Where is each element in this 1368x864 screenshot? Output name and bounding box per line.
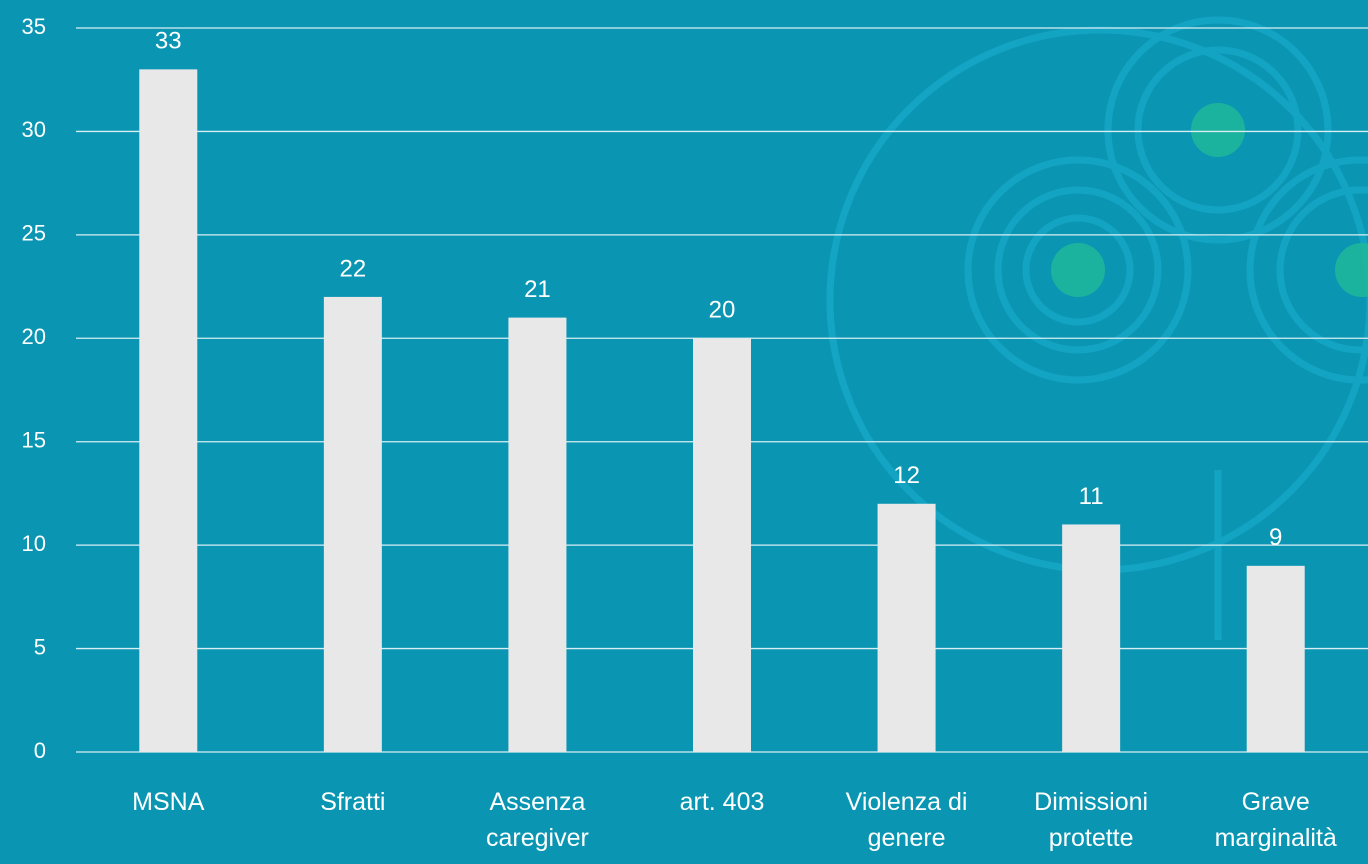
data-label: 9 [1269, 524, 1282, 551]
y-tick-label: 10 [22, 531, 46, 556]
x-tick-label: Grave marginalità [1187, 784, 1364, 856]
data-label: 20 [709, 297, 736, 324]
x-tick-label: Violenza di genere [818, 784, 995, 856]
data-label: 12 [893, 462, 920, 489]
x-tick-label: Sfratti [265, 784, 442, 820]
bar [324, 297, 382, 752]
bar [508, 318, 566, 752]
x-tick-label: Assenza caregiver [449, 784, 626, 856]
page: 0 5 10 15 20 25 30 35 33 22 21 20 12 11 9 MSNASfrattiA… [0, 0, 1368, 864]
y-tick-label: 25 [22, 221, 46, 246]
bar [139, 69, 197, 752]
data-label: 21 [524, 276, 551, 303]
data-label: 33 [155, 28, 182, 55]
y-tick-label: 0 [34, 738, 46, 763]
x-tick-label: art. 403 [634, 784, 811, 820]
x-tick-label: Dimissioni protette [1003, 784, 1180, 856]
bar [693, 338, 751, 752]
bar [1247, 566, 1305, 752]
y-tick-label: 30 [22, 117, 46, 142]
y-tick-label: 15 [22, 428, 46, 453]
x-tick-label: MSNA [80, 784, 257, 820]
data-label: 11 [1079, 483, 1104, 510]
y-tick-label: 5 [34, 634, 46, 659]
data-label: 22 [340, 255, 367, 282]
bar [878, 504, 936, 752]
y-tick-label: 35 [22, 14, 46, 39]
bar [1062, 524, 1120, 752]
chart: 0 5 10 15 20 25 30 35 33 22 21 20 12 11 9 [0, 0, 1368, 864]
y-tick-label: 20 [22, 324, 46, 349]
